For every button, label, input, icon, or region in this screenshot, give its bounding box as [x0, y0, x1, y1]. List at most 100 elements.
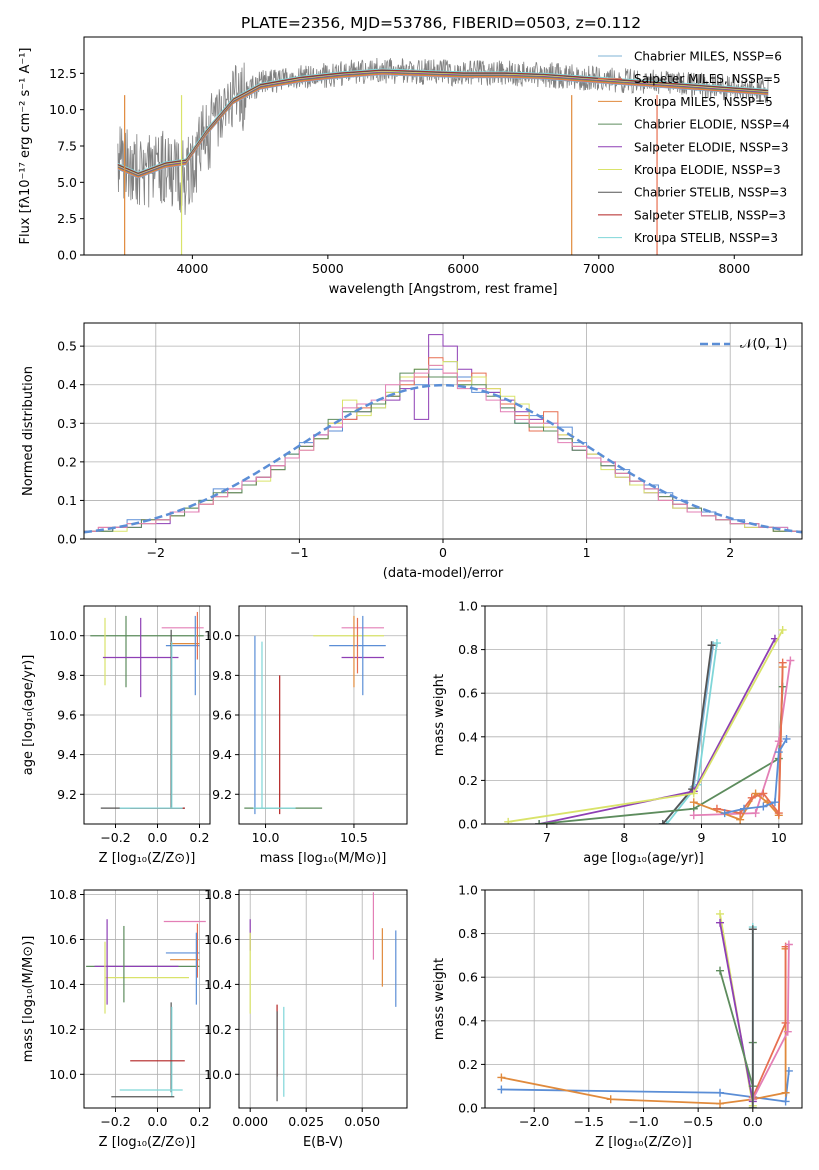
x-tick-label: 6000 — [447, 261, 479, 276]
axes-frame — [238, 889, 408, 1109]
weight-marker — [748, 1104, 757, 1108]
y-tick-label: 10.0 — [204, 628, 232, 643]
y-tick-label: 0.5 — [57, 339, 77, 354]
legend-label: Chabrier ELODIE, NSSP=4 — [634, 118, 790, 132]
weight-marker — [751, 809, 760, 818]
x-tick-label: 0.0 — [148, 1114, 168, 1129]
y-axis-label: age [log₁₀(age/yr)] — [21, 655, 36, 776]
y-tick-label: 10.8 — [204, 887, 232, 902]
x-tick-label: 0.0 — [148, 830, 168, 845]
weight-marker — [759, 802, 768, 811]
x-tick-label: 5000 — [312, 261, 344, 276]
y-tick-label: 10.4 — [204, 977, 232, 992]
x-tick-label: −0.5 — [683, 1114, 713, 1129]
weight-marker — [658, 820, 667, 824]
y-tick-label: 0.6 — [458, 686, 478, 701]
plot-area — [117, 58, 769, 255]
panel-mass-vs-Z: −0.2 0.0 0.2 10.0 10.2 10.4 10.6 10.8 Z [log₁₀(Z… — [21, 887, 211, 1150]
weight-marker — [774, 748, 783, 757]
y-tick-label: 10.6 — [49, 932, 77, 947]
panel-mass-vs-ebv: 0.000 0.025 0.050 10.0 10.2 10.4 10.6 10.8 E(B-V… — [204, 887, 408, 1150]
x-tick-label: 0.025 — [288, 1114, 324, 1129]
plot-area — [90, 611, 204, 809]
y-tick-label: 9.8 — [57, 668, 77, 683]
weight-line — [724, 738, 788, 814]
weight-line — [538, 638, 776, 824]
legend-label: Salpeter ELODIE, NSSP=3 — [634, 140, 789, 154]
y-tick-label: 0.4 — [57, 377, 77, 392]
y-tick-label: 9.6 — [57, 708, 77, 723]
x-axis-label: Z [log₁₀(Z/Z⊙)] — [99, 851, 196, 866]
weight-line — [501, 948, 787, 1105]
x-tick-label: 10.5 — [340, 830, 368, 845]
y-tick-label: 9.2 — [57, 787, 77, 802]
y-tick-label: 0.4 — [458, 1013, 478, 1028]
x-axis-label: age [log₁₀(age/yr)] — [583, 851, 704, 866]
panel-age-vs-mass: 10.0 10.5 9.2 9.4 9.6 9.8 10.0 mass [log₁₀(M/M⊙… — [204, 605, 408, 866]
y-tick-label: 0.6 — [458, 970, 478, 985]
y-tick-label: 0.8 — [458, 926, 478, 941]
y-tick-label: 9.4 — [57, 747, 77, 762]
y-axis-label: mass weight — [432, 958, 447, 1040]
y-tick-label: 0.3 — [57, 416, 77, 431]
weight-marker — [778, 625, 787, 634]
weight-line — [539, 686, 784, 824]
weight-marker — [712, 804, 721, 813]
x-tick-label: −1.0 — [628, 1114, 658, 1129]
weight-marker — [786, 656, 795, 665]
y-tick-label: 0.0 — [458, 817, 478, 832]
x-tick-label: 1 — [583, 545, 591, 560]
y-tick-label: 10.0 — [49, 628, 77, 643]
weight-marker — [716, 966, 725, 975]
y-tick-label: 1.0 — [458, 599, 478, 614]
x-tick-label: −1 — [290, 545, 308, 560]
weight-marker — [504, 817, 513, 824]
legend-label: Chabrier STELIB, NSSP=3 — [634, 186, 787, 200]
legend-label: Kroupa MILES, NSSP=5 — [634, 95, 773, 109]
weight-marker — [707, 641, 716, 650]
y-tick-label: 0.0 — [57, 532, 77, 547]
weight-line — [752, 944, 790, 1100]
x-axis-label: mass [log₁₀(M/M⊙)] — [260, 851, 387, 866]
weight-marker — [781, 1097, 790, 1106]
figure-title: PLATE=2356, MJD=53786, FIBERID=0503, z=0… — [241, 14, 641, 32]
y-tick-label: 0.2 — [458, 773, 478, 788]
y-tick-label: 9.6 — [212, 708, 232, 723]
x-tick-label: 8 — [620, 830, 628, 845]
histogram-step — [84, 364, 802, 532]
weight-line — [719, 970, 754, 1087]
axes-frame — [484, 605, 803, 825]
plot-area — [249, 892, 397, 1102]
x-tick-label: 0.0 — [743, 1114, 763, 1129]
y-tick-label: 10.2 — [49, 1022, 77, 1037]
y-axis-label: mass weight — [432, 674, 447, 756]
weight-marker — [720, 809, 729, 818]
weight-marker — [689, 798, 698, 807]
plot-area — [84, 334, 802, 534]
y-tick-label: 9.2 — [212, 787, 232, 802]
weight-marker — [747, 793, 756, 802]
legend-label: 𝒩(0, 1) — [740, 337, 787, 352]
panel-weight-vs-age: 7 8 9 10 0.0 0.2 0.4 0.6 0.8 1.0 age [log₁₀(age/yr… — [432, 599, 803, 866]
weight-marker — [689, 789, 698, 798]
weight-marker — [497, 1085, 506, 1094]
y-tick-label: 0.0 — [57, 248, 77, 263]
y-tick-label: 10.0 — [49, 102, 77, 117]
y-axis-label: Flux [fλ10⁻¹⁷ erg cm⁻² s⁻¹ A⁻¹] — [18, 48, 33, 245]
weight-marker — [716, 1099, 725, 1108]
weight-marker — [770, 798, 779, 807]
x-tick-label: 0.050 — [344, 1114, 380, 1129]
weight-marker — [606, 1095, 615, 1104]
y-tick-label: 0.8 — [458, 642, 478, 657]
x-tick-label: 10.0 — [252, 830, 280, 845]
weight-marker — [497, 1073, 506, 1082]
weight-marker — [740, 804, 749, 813]
x-tick-label: 7000 — [583, 261, 615, 276]
x-tick-label: 0.2 — [190, 1114, 210, 1129]
legend-label: Kroupa ELODIE, NSSP=3 — [634, 163, 781, 177]
panel-age-vs-Z: −0.2 0.0 0.2 9.2 9.4 9.6 9.8 10.0 Z [log₁₀(Z/Z⊙)… — [21, 605, 211, 866]
y-tick-label: 10.0 — [49, 1067, 77, 1082]
x-tick-label: 0 — [439, 545, 447, 560]
panel-weight-vs-Z: −2.0 −1.5 −1.0 −0.5 0.0 0.0 0.2 0.4 0.6 0.8 1.0 Z [… — [432, 883, 803, 1150]
plot-area — [504, 625, 795, 824]
